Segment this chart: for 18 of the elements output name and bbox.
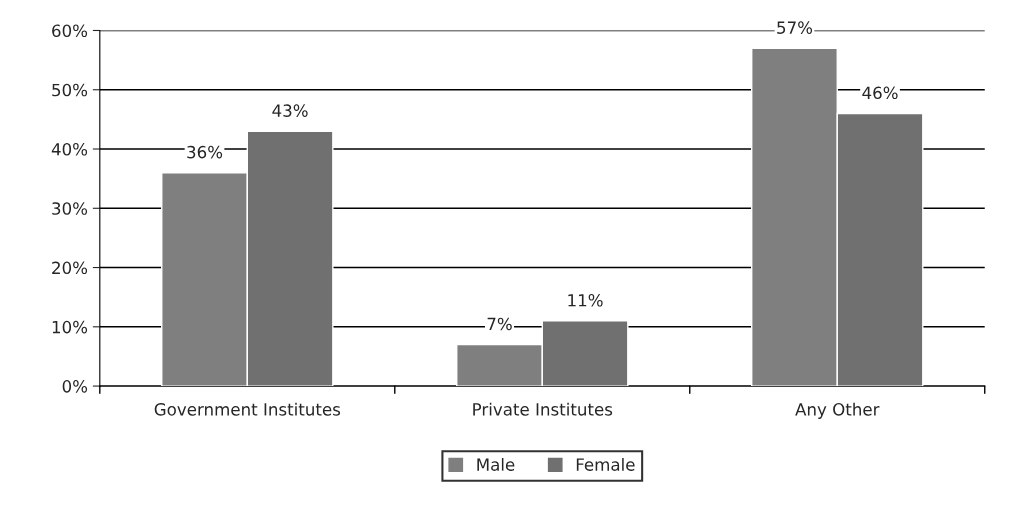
data-label: 46% (862, 86, 898, 100)
legend-label: Female (576, 457, 635, 471)
y-tick-label: 60% (52, 24, 88, 38)
x-tick-label: Private Institutes (473, 402, 613, 416)
data-label: 57% (777, 21, 813, 34)
data-label: 11% (568, 293, 603, 307)
x-tick-label: Any Other (795, 402, 880, 419)
x-tick-label: Government Institutes (154, 402, 341, 416)
y-tick-label: 40% (51, 142, 88, 156)
y-tick-label: 0% (62, 380, 88, 393)
legend-label: Male (477, 457, 515, 471)
data-label: 36% (187, 145, 223, 159)
y-tick-label: 20% (52, 261, 88, 275)
data-label: 7% (487, 317, 512, 331)
y-tick-label: 50% (52, 83, 88, 97)
y-tick-label: 30% (52, 202, 88, 215)
data-label: 43% (272, 104, 308, 117)
y-tick-label: 10% (52, 320, 88, 334)
